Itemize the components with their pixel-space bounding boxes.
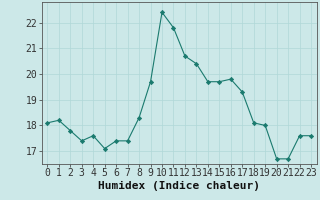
X-axis label: Humidex (Indice chaleur): Humidex (Indice chaleur) (98, 181, 260, 191)
